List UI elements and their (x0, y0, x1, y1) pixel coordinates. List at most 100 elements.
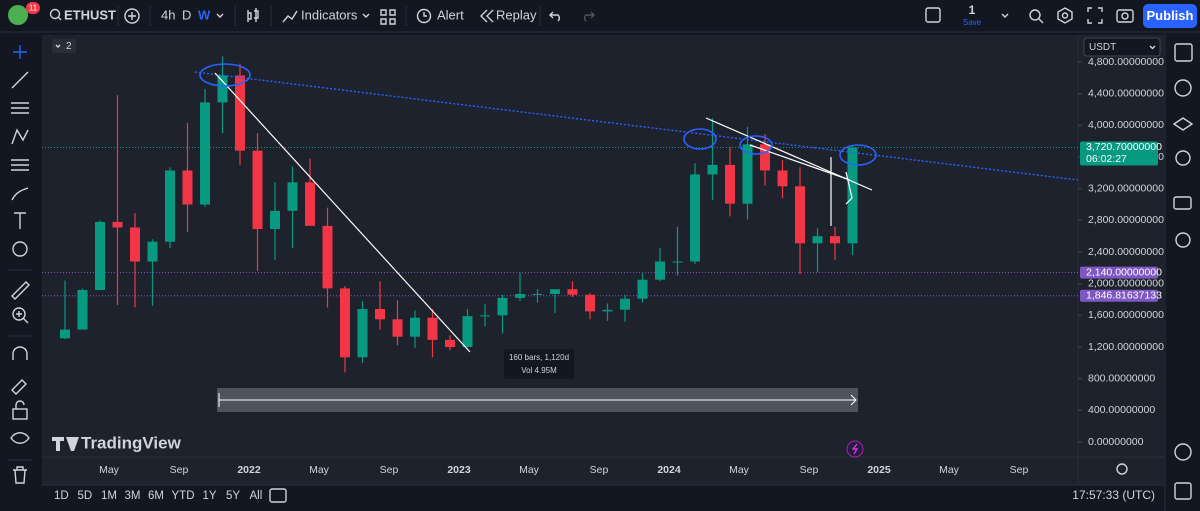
ideas-icon[interactable] (1175, 150, 1191, 166)
dom-icon[interactable] (1174, 443, 1192, 461)
legend-toggle[interactable] (52, 39, 76, 53)
fib-tool[interactable] (11, 102, 29, 114)
help-icon[interactable] (1175, 232, 1191, 248)
date-range-icon[interactable] (269, 488, 287, 503)
trendline[interactable] (214, 72, 471, 353)
templates-icon[interactable] (380, 9, 396, 25)
candle-body (322, 225, 333, 289)
layout-count[interactable]: 1 (969, 3, 976, 17)
watchlist-icon[interactable] (1174, 43, 1193, 62)
symbol[interactable]: ETHUST (64, 7, 116, 22)
layers-icon[interactable] (1172, 117, 1194, 131)
interval[interactable]: 4h (161, 7, 175, 22)
search-icon[interactable] (49, 8, 61, 20)
chevron[interactable] (362, 13, 370, 18)
replay-button[interactable]: Replay (496, 7, 537, 22)
interval-active[interactable]: W (198, 7, 211, 22)
chart-pane (42, 35, 1164, 485)
panel-icon[interactable] (1174, 482, 1192, 500)
hide-tool[interactable] (10, 432, 30, 444)
candle-body (340, 288, 350, 358)
brand-name: TradingView (81, 433, 182, 452)
arrow-drawing[interactable] (845, 171, 853, 205)
fullscreen-box[interactable] (925, 7, 941, 23)
price-label-box (1080, 141, 1158, 166)
save-label[interactable]: Save (963, 18, 982, 27)
search-icon (57, 16, 62, 21)
currency-select[interactable] (1083, 37, 1161, 57)
fullscreen-icon[interactable] (1087, 7, 1103, 24)
undo-icon[interactable] (549, 11, 560, 22)
ruler-tool[interactable] (11, 281, 30, 300)
chart-type-icon[interactable] (247, 8, 259, 22)
range-button[interactable]: 5Y (226, 490, 240, 502)
clock[interactable]: 17:57:33 (UTC) (1072, 488, 1155, 502)
text-tool[interactable] (14, 212, 26, 229)
remove-tool[interactable] (13, 466, 27, 484)
axis-settings[interactable] (1116, 463, 1128, 475)
range-button[interactable]: 6M (148, 490, 164, 502)
range-button[interactable]: 5D (78, 490, 93, 502)
x-tick-label: May (99, 464, 120, 476)
candle-body (497, 297, 508, 316)
x-tick-label: May (729, 464, 750, 476)
drawings: 160 bars, 1,120d Vol 4.95M (194, 63, 1078, 412)
zoom-tool[interactable] (12, 307, 26, 321)
candle-body (777, 170, 788, 187)
projection-tool[interactable] (11, 159, 29, 171)
magnet-tool[interactable] (12, 346, 28, 360)
candle-body (690, 174, 700, 262)
event-icon (851, 443, 859, 455)
indicators-button[interactable]: Indicators (301, 7, 358, 22)
alerts-icon[interactable] (1174, 79, 1192, 97)
brand-logo (52, 437, 79, 451)
brush-tool[interactable] (11, 187, 29, 201)
currency[interactable]: USDT (1089, 42, 1116, 53)
range-button[interactable]: 1Y (203, 490, 217, 502)
trendline[interactable] (194, 71, 1078, 181)
x-tick-label: Sep (590, 464, 609, 476)
highlight-ellipse[interactable] (683, 128, 717, 150)
candle-body (305, 182, 315, 226)
highlight-ellipse[interactable] (739, 135, 773, 155)
alert-icon[interactable] (416, 8, 432, 24)
y-tick-label: 2,400.00000000 (1088, 246, 1164, 258)
candle-body (707, 164, 718, 175)
pattern-tool[interactable] (11, 128, 29, 145)
range-button[interactable]: 1D (54, 490, 69, 502)
redo-icon[interactable] (584, 11, 595, 22)
range-button[interactable]: All (250, 490, 263, 502)
indicators-icon[interactable] (282, 10, 298, 23)
trendline-tool[interactable] (11, 71, 29, 89)
highlight-ellipse[interactable] (199, 63, 251, 87)
publish-label[interactable]: Publish (1147, 8, 1194, 23)
alert-button[interactable]: Alert (437, 7, 464, 22)
countdown: 06:02:27 (1086, 153, 1127, 165)
emoji-tool[interactable] (12, 241, 28, 257)
interval[interactable]: D (182, 7, 191, 22)
price-label-box (1080, 289, 1158, 302)
stay-drawing-tool[interactable] (11, 379, 27, 395)
candle-body (217, 75, 228, 103)
snapshot-icon[interactable] (1116, 9, 1134, 23)
avatar[interactable] (8, 5, 28, 25)
snapshot-icon (1121, 12, 1129, 20)
candle-body (795, 186, 805, 244)
range-button[interactable]: 3M (125, 490, 141, 502)
settings-icon[interactable] (1057, 7, 1073, 24)
y-tick-label: 2,000.00000000 (1088, 277, 1164, 289)
publish-button[interactable] (1143, 4, 1197, 28)
range-button[interactable]: 1M (101, 490, 117, 502)
chat-icon[interactable] (1173, 196, 1192, 210)
highlight-ellipse[interactable] (839, 144, 877, 166)
range-button[interactable]: YTD (172, 490, 195, 502)
lock-tool[interactable] (12, 408, 28, 420)
x-tick-label: 2022 (237, 464, 261, 476)
compare-icon[interactable] (124, 8, 140, 24)
quick-search-icon[interactable] (1029, 9, 1041, 21)
crosshair-tool[interactable] (13, 45, 27, 59)
chevron[interactable] (216, 13, 224, 18)
replay-icon[interactable] (480, 9, 494, 23)
y-tick-label: 0.00000000 (1088, 436, 1144, 448)
chevron[interactable] (1001, 13, 1009, 18)
